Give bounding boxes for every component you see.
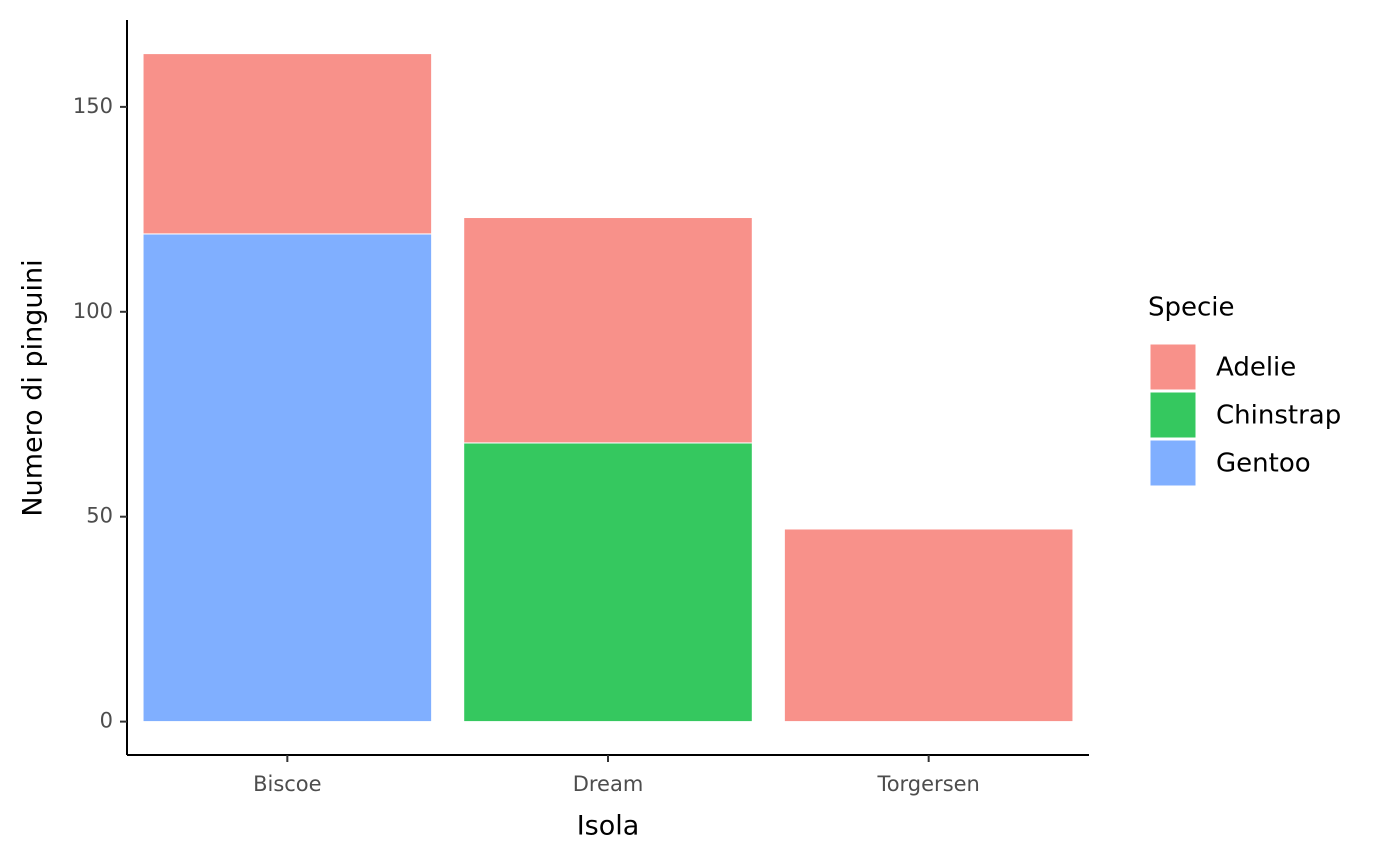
bar-segment (142, 53, 433, 235)
x-tick-label: Dream (573, 772, 644, 796)
legend-key (1149, 343, 1197, 391)
legend-key (1149, 391, 1197, 439)
x-tick-label: Torgersen (876, 772, 979, 796)
x-tick-label: Biscoe (253, 772, 322, 796)
y-axis-title: Numero di pinguini (18, 259, 49, 516)
y-tick-label: 50 (86, 504, 113, 528)
bar-segment (783, 528, 1074, 723)
bar-segment (142, 233, 433, 723)
legend-label: Gentoo (1216, 449, 1311, 479)
legend-title: Specie (1148, 293, 1235, 323)
legend-label: Adelie (1216, 353, 1296, 383)
bar-segment (463, 217, 753, 444)
legend-key (1149, 439, 1197, 487)
y-tick-label: 0 (100, 709, 113, 733)
x-axis-title: Isola (577, 811, 640, 842)
bar-segment (463, 442, 753, 723)
legend-label: Chinstrap (1216, 401, 1341, 431)
y-tick-label: 100 (73, 299, 113, 323)
y-tick-label: 150 (73, 94, 113, 118)
